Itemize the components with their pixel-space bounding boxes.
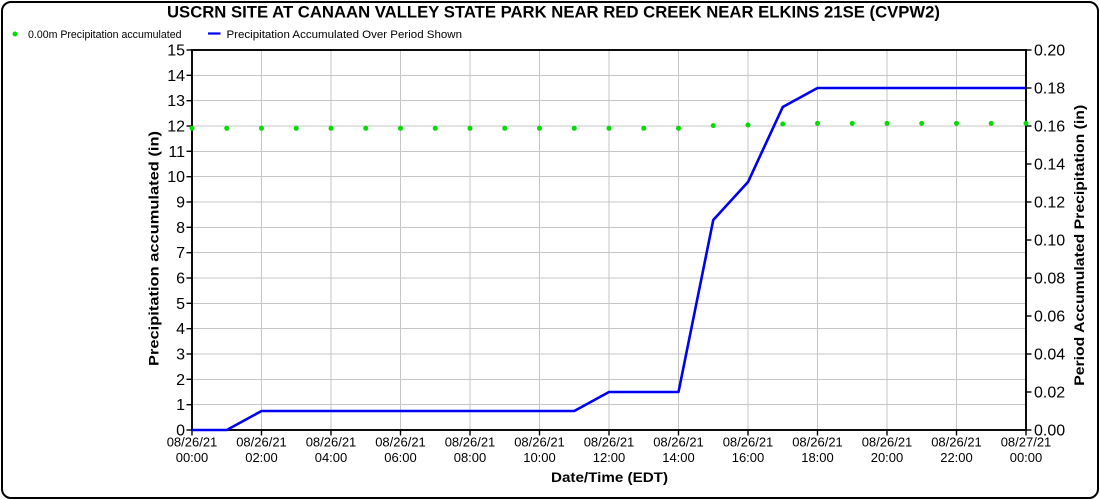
svg-text:13: 13	[167, 93, 185, 110]
svg-text:Date/Time (EDT): Date/Time (EDT)	[551, 469, 668, 485]
svg-text:2: 2	[176, 372, 185, 389]
svg-text:00:00: 00:00	[176, 450, 209, 465]
svg-text:06:00: 06:00	[384, 450, 417, 465]
svg-text:14:00: 14:00	[662, 450, 695, 465]
svg-text:0.06: 0.06	[1034, 309, 1065, 326]
svg-text:4: 4	[176, 321, 185, 338]
svg-text:9: 9	[176, 195, 185, 212]
svg-text:08/26/21: 08/26/21	[167, 435, 218, 450]
svg-text:08/26/21: 08/26/21	[584, 435, 635, 450]
svg-text:3: 3	[176, 347, 185, 364]
svg-text:0.18: 0.18	[1034, 81, 1065, 98]
svg-text:22:00: 22:00	[940, 450, 973, 465]
svg-text:0.00: 0.00	[1034, 423, 1065, 440]
svg-text:08/26/21: 08/26/21	[931, 435, 982, 450]
svg-text:08/26/21: 08/26/21	[514, 435, 565, 450]
svg-text:14: 14	[167, 68, 185, 85]
svg-text:5: 5	[176, 296, 185, 313]
svg-text:08/26/21: 08/26/21	[792, 435, 843, 450]
svg-text:0.04: 0.04	[1034, 347, 1065, 364]
svg-text:10:00: 10:00	[523, 450, 556, 465]
svg-text:1: 1	[176, 397, 185, 414]
svg-text:Precipitation accumulated (in): Precipitation accumulated (in)	[146, 131, 162, 366]
svg-text:04:00: 04:00	[315, 450, 348, 465]
svg-text:16:00: 16:00	[732, 450, 765, 465]
svg-text:7: 7	[176, 245, 185, 262]
svg-text:08:00: 08:00	[454, 450, 487, 465]
svg-text:08/26/21: 08/26/21	[862, 435, 913, 450]
svg-text:15: 15	[167, 43, 185, 60]
svg-text:08/26/21: 08/26/21	[306, 435, 357, 450]
svg-text:6: 6	[176, 271, 185, 288]
svg-text:00:00: 00:00	[1010, 450, 1043, 465]
svg-text:12:00: 12:00	[593, 450, 626, 465]
svg-text:08/26/21: 08/26/21	[653, 435, 704, 450]
svg-text:08/26/21: 08/26/21	[375, 435, 426, 450]
svg-text:10: 10	[167, 169, 185, 186]
svg-text:Period Accumulated Precipitati: Period Accumulated Precipitation (in)	[1071, 105, 1087, 386]
svg-text:0.16: 0.16	[1034, 119, 1065, 136]
svg-text:08/27/21: 08/27/21	[1001, 435, 1052, 450]
svg-text:0.02: 0.02	[1034, 385, 1065, 402]
svg-text:USCRN SITE AT CANAAN VALLEY ST: USCRN SITE AT CANAAN VALLEY STATE PARK N…	[167, 3, 940, 22]
svg-text:0.12: 0.12	[1034, 195, 1065, 212]
svg-text:20:00: 20:00	[871, 450, 904, 465]
svg-text:0.08: 0.08	[1034, 271, 1065, 288]
svg-text:0.14: 0.14	[1034, 157, 1065, 174]
svg-text:8: 8	[176, 220, 185, 237]
svg-text:Precipitation Accumulated Over: Precipitation Accumulated Over Period Sh…	[227, 29, 463, 41]
svg-text:0.20: 0.20	[1034, 43, 1065, 60]
svg-text:08/26/21: 08/26/21	[236, 435, 287, 450]
svg-text:11: 11	[168, 144, 185, 161]
svg-text:0.10: 0.10	[1034, 233, 1065, 250]
svg-text:0.00m Precipitation accumulate: 0.00m Precipitation accumulated	[28, 29, 182, 41]
svg-text:12: 12	[167, 119, 185, 136]
svg-text:08/26/21: 08/26/21	[445, 435, 496, 450]
svg-text:02:00: 02:00	[245, 450, 278, 465]
svg-text:18:00: 18:00	[801, 450, 834, 465]
svg-text:0: 0	[176, 423, 185, 440]
svg-text:08/26/21: 08/26/21	[723, 435, 774, 450]
